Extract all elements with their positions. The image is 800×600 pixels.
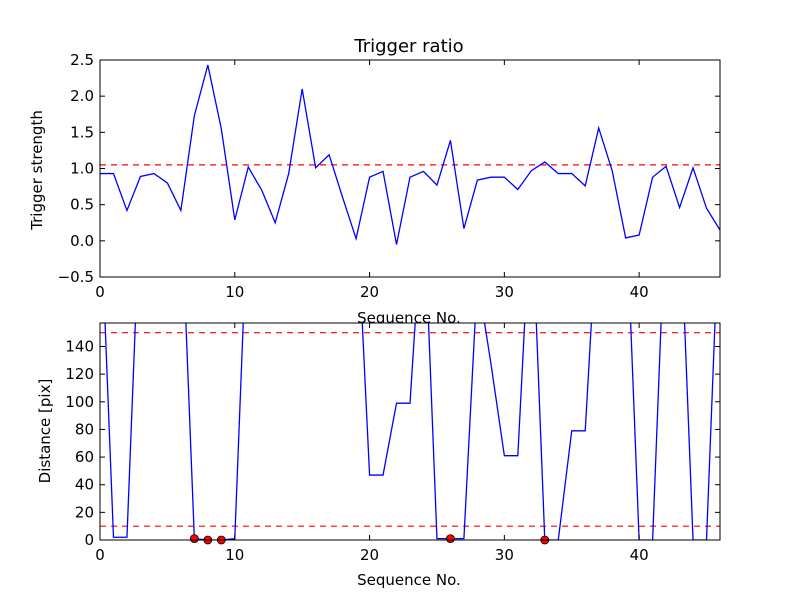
y-tick-label: 100: [65, 393, 94, 411]
marker-point: [446, 534, 455, 544]
x-tick-label: 10: [225, 283, 244, 301]
plot-area: [100, 60, 720, 277]
y-tick-label: 140: [65, 337, 94, 355]
y-tick-label: 2.0: [70, 87, 94, 105]
plot-area: [100, 323, 720, 540]
x-tick-label: 40: [630, 546, 649, 564]
y-tick-label: 1.0: [70, 160, 94, 178]
x-tick-label: 0: [95, 283, 105, 301]
y-tick-label: 1.5: [70, 123, 94, 141]
x-tick-label: 10: [225, 546, 244, 564]
distance-chart: Sequence No. Distance [pix] 0 10 20 30 40 0 20…: [36, 322, 721, 589]
y-tick-label: 2.5: [70, 51, 94, 69]
marker-point: [189, 534, 199, 544]
y-tick-label: 60: [75, 448, 94, 466]
y-tick-label: 20: [75, 503, 94, 521]
plot-layer: [100, 64, 720, 245]
y-tick-label: −0.5: [58, 268, 94, 286]
y-axis-label: Trigger strength: [28, 110, 46, 231]
y-tick-label: 40: [75, 476, 94, 494]
y-tick-label: 80: [75, 420, 94, 438]
series-line-0: [100, 64, 720, 245]
y-tick-label: 0: [84, 531, 94, 549]
x-tick-label: 30: [495, 546, 514, 564]
x-tick-label: 40: [630, 283, 649, 301]
y-tick-label: 120: [65, 365, 94, 383]
x-axis-label: Sequence No.: [357, 571, 461, 589]
y-tick-label: 0.0: [70, 232, 94, 250]
axes-frame: [99, 322, 721, 541]
x-tick-label: 30: [495, 283, 514, 301]
x-tick-label: 20: [360, 283, 379, 301]
x-tick-label: 20: [360, 546, 379, 564]
trigger-ratio-chart: Trigger ratio Sequence No. Trigger stren…: [28, 36, 721, 327]
chart-title: Trigger ratio: [353, 36, 463, 57]
y-tick-label: 0.5: [70, 196, 94, 214]
y-axis-label: Distance [pix]: [36, 379, 54, 484]
x-tick-label: 0: [95, 546, 105, 564]
